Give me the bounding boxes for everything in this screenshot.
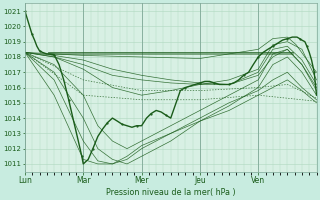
X-axis label: Pression niveau de la mer( hPa ): Pression niveau de la mer( hPa ) — [106, 188, 236, 197]
